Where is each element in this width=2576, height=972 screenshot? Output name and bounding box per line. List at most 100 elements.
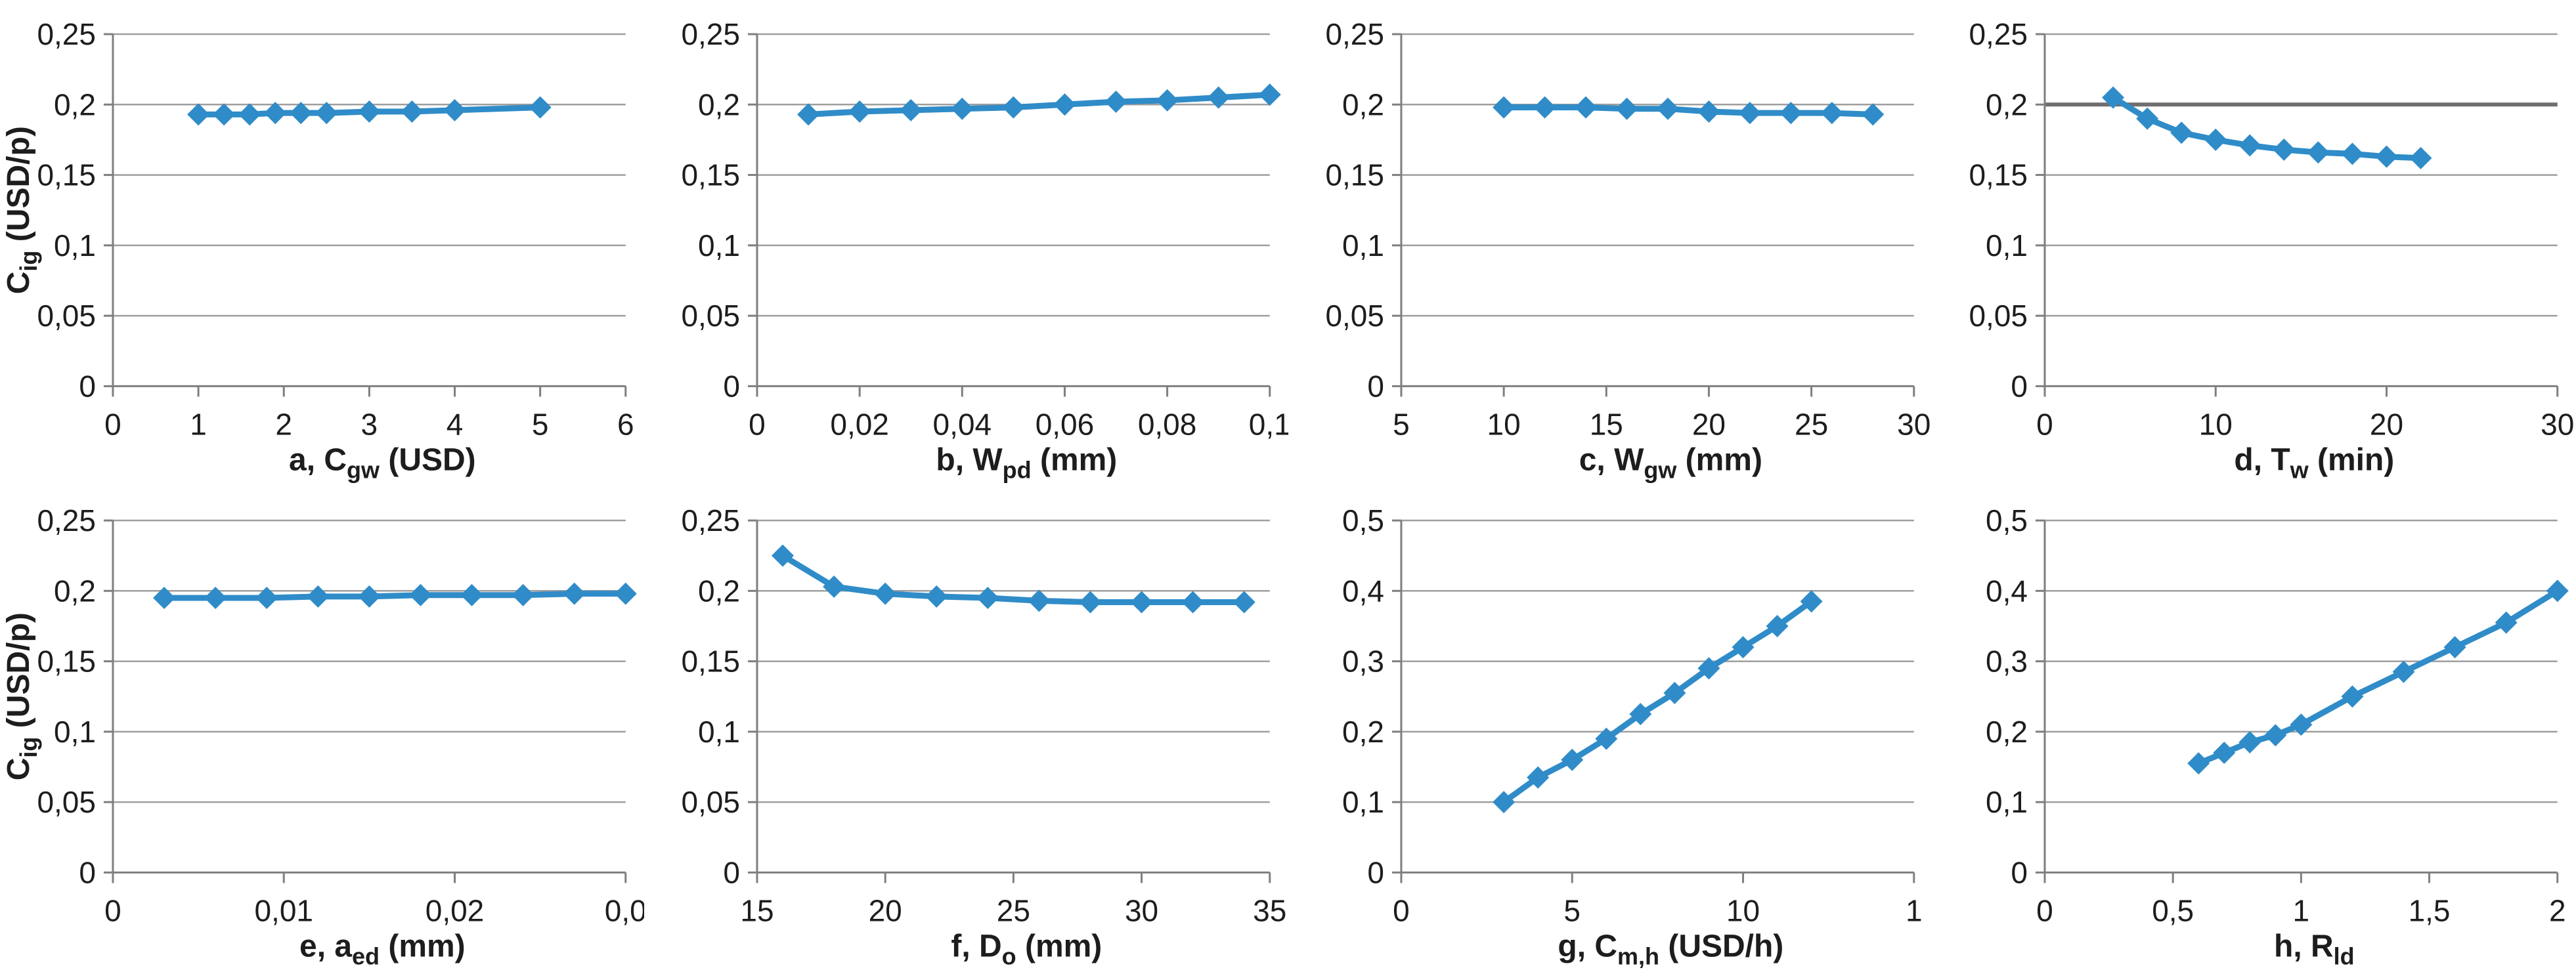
- x-tick-label: 15: [740, 893, 774, 927]
- data-point-marker: [1079, 590, 1102, 613]
- x-tick-label: 15: [1589, 407, 1623, 441]
- x-tick-label: 1: [2293, 893, 2310, 927]
- y-tick-label: 0,15: [37, 644, 95, 678]
- axis-ticks: [1391, 33, 1915, 397]
- x-tick-label: 0,08: [1138, 407, 1196, 441]
- x-tick-label: 0: [1393, 893, 1410, 927]
- chart-title: h, Rld: [2274, 929, 2355, 969]
- data-point-marker: [238, 103, 261, 126]
- gridlines: [2045, 33, 2558, 317]
- axis-ticks: [747, 519, 1271, 883]
- data-point-marker: [358, 585, 381, 608]
- y-tick-label: 0: [723, 369, 740, 403]
- data-point-marker: [1053, 93, 1076, 116]
- y-tick-label: 0,2: [54, 87, 96, 121]
- chart-title: g, Cm,h (USD/h): [1558, 929, 1783, 969]
- data-point-marker: [1258, 83, 1281, 106]
- y-tick-labels: 0 0,05 0,1 0,15 0,2 0,25: [681, 17, 739, 403]
- data-point-marker: [2443, 635, 2466, 658]
- x-tick-labels: 0 0,01 0,02 0,0: [104, 893, 644, 927]
- y-tick-label: 0: [1367, 369, 1384, 403]
- x-tick-labels: 15 20 25 30 35: [740, 893, 1286, 927]
- data-point-marker: [2307, 141, 2330, 164]
- data-point-marker: [187, 103, 210, 126]
- y-tick-label: 0,1: [1342, 785, 1384, 819]
- x-tick-label: 25: [997, 893, 1030, 927]
- axis-ticks: [2036, 519, 2559, 883]
- chart-title: a, Cgw (USD): [289, 442, 476, 483]
- chart-b-svg: 0 0,05 0,1 0,15 0,2 0,25 0 0,02 0,04 0,06 0,08 0,1 b…: [681, 17, 1288, 483]
- x-tick-label: 0,5: [2152, 893, 2194, 927]
- y-tick-label: 0,5: [1986, 503, 2028, 538]
- data-point-marker: [2204, 128, 2227, 151]
- data-point-marker: [797, 103, 819, 126]
- chart-title: e, aed (mm): [299, 929, 466, 969]
- chart-b: 0 0,05 0,1 0,15 0,2 0,25 0 0,02 0,04 0,06 0,08 0,1 b…: [644, 0, 1288, 486]
- x-tick-label: 30: [2541, 407, 2574, 441]
- gridlines: [1401, 519, 1914, 803]
- series-line: [1500, 598, 1814, 805]
- x-tick-label: 5: [1563, 893, 1581, 927]
- y-tick-labels: 0 0,05 0,1 0,15 0,2 0,25: [681, 503, 739, 889]
- data-point-marker: [614, 582, 637, 605]
- series-line: [779, 552, 1247, 605]
- y-axis-title: Cig (USD/p): [1, 612, 42, 780]
- data-point-marker: [307, 585, 330, 608]
- x-tick-label: 20: [1692, 407, 1725, 441]
- data-point-marker: [1663, 681, 1686, 704]
- gridlines: [112, 33, 626, 317]
- y-tick-label: 0,25: [681, 17, 739, 51]
- data-point-marker: [529, 96, 552, 119]
- y-tick-labels: 0 0,05 0,1 0,15 0,2 0,25: [37, 503, 95, 889]
- axis-ticks: [1391, 519, 1915, 883]
- chart-a: 0 0,05 0,1 0,15 0,2 0,25 0 1 2 3 4 5 6 a, Cgw (USD) Ci…: [0, 0, 644, 486]
- data-point-marker: [1800, 589, 1823, 612]
- y-tick-label: 0,05: [1325, 299, 1384, 333]
- y-tick-label: 0,4: [1986, 574, 2028, 608]
- data-point-markers: [771, 544, 1255, 613]
- data-point-marker: [1130, 590, 1153, 613]
- y-tick-label: 0,3: [1342, 644, 1384, 678]
- x-tick-labels: 0 10 20 30: [2036, 407, 2574, 441]
- y-tick-labels: 0 0,1 0,2 0,3 0,4 0,5: [1342, 503, 1384, 889]
- y-tick-label: 0,1: [698, 714, 740, 748]
- data-point-marker: [771, 544, 794, 567]
- chart-title: f, Do (mm): [951, 929, 1102, 969]
- series-line: [1500, 104, 1876, 117]
- chart-c-svg: 0 0,05 0,1 0,15 0,2 0,25 5 10 15 20 25 30 c, Wgw (mm…: [1325, 17, 1931, 483]
- data-point-marker: [213, 103, 236, 126]
- data-point-marker: [2170, 121, 2193, 144]
- y-tick-label: 0,1: [1986, 228, 2028, 263]
- y-tick-label: 0,1: [1342, 228, 1384, 263]
- y-tick-label: 0,15: [37, 158, 95, 192]
- chart-d: 0 0,05 0,1 0,15 0,2 0,25 0 10 20 30 d, Tw (min): [1932, 0, 2576, 486]
- data-point-marker: [1181, 590, 1204, 613]
- y-tick-label: 0,15: [681, 644, 739, 678]
- data-point-marker: [2546, 579, 2569, 602]
- y-tick-label: 0,3: [1986, 644, 2028, 678]
- y-tick-label: 0: [1367, 855, 1384, 889]
- y-tick-label: 0,1: [54, 714, 96, 748]
- x-tick-labels: 0 5 10 1: [1393, 893, 1922, 927]
- y-tick-labels: 0 0,05 0,1 0,15 0,2 0,25: [1969, 17, 2028, 403]
- x-tick-label: 0: [749, 407, 766, 441]
- y-tick-label: 0,05: [681, 299, 739, 333]
- y-tick-label: 0,2: [54, 574, 96, 608]
- y-tick-label: 0,15: [1325, 158, 1384, 192]
- y-tick-label: 0,1: [1986, 785, 2028, 819]
- data-point-marker: [899, 98, 922, 121]
- series-line: [2195, 587, 2561, 767]
- data-point-marker: [512, 583, 535, 606]
- data-point-marker: [409, 583, 432, 606]
- x-tick-label: 0,04: [932, 407, 991, 441]
- data-point-marker: [563, 582, 586, 605]
- x-tick-label: 1,5: [2409, 893, 2451, 927]
- x-tick-label: 0: [2036, 893, 2053, 927]
- x-tick-label: 3: [361, 407, 378, 441]
- x-tick-labels: 0 0,02 0,04 0,06 0,08 0,1: [749, 407, 1288, 441]
- series-line: [805, 91, 1273, 117]
- gridlines: [756, 519, 1270, 803]
- series-line: [2110, 95, 2424, 161]
- chart-a-svg: 0 0,05 0,1 0,15 0,2 0,25 0 1 2 3 4 5 6 a, Cgw (USD) Ci…: [1, 17, 634, 483]
- data-point-marker: [1560, 748, 1583, 771]
